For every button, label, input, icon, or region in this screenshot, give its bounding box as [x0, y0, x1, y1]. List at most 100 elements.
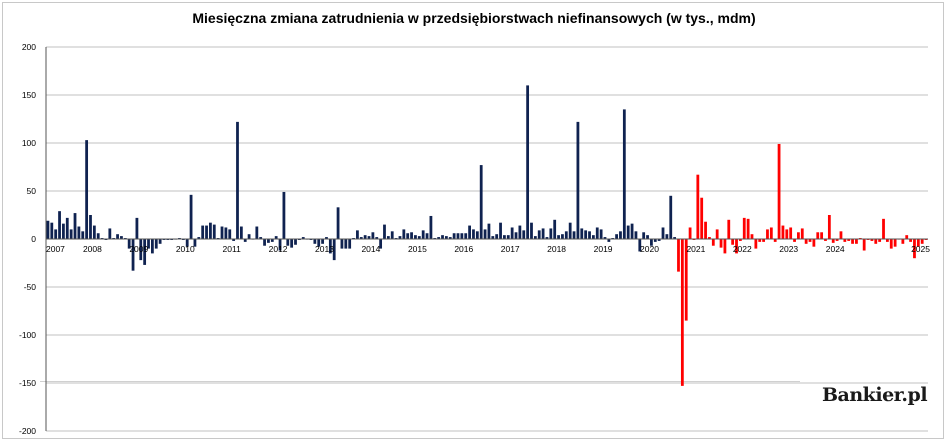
- x-tick-label: 2018: [547, 244, 566, 254]
- data-bar: [905, 235, 909, 239]
- data-bar: [638, 239, 642, 252]
- data-bar: [483, 229, 487, 239]
- data-bar: [468, 225, 471, 239]
- data-bar: [139, 239, 143, 261]
- data-bar: [464, 233, 468, 239]
- data-bar: [510, 227, 514, 239]
- data-bar: [723, 239, 727, 254]
- data-bar: [120, 236, 123, 239]
- data-bar: [201, 225, 205, 239]
- data-bar: [862, 239, 866, 251]
- bars: [46, 85, 928, 386]
- data-bar: [518, 225, 522, 239]
- data-bar: [619, 231, 622, 239]
- y-tick-label: 200: [22, 42, 36, 52]
- data-bar: [808, 239, 812, 242]
- data-bar: [804, 239, 808, 244]
- data-bar: [62, 223, 65, 239]
- data-bar: [561, 234, 564, 239]
- data-bar: [789, 227, 793, 239]
- data-bar: [711, 239, 715, 246]
- data-bar: [746, 218, 750, 239]
- data-bar: [421, 230, 425, 239]
- data-bar: [816, 232, 820, 239]
- data-bar: [673, 237, 677, 239]
- x-tick-label: 2024: [826, 244, 845, 254]
- data-bar: [773, 239, 777, 242]
- x-tick-label: 2010: [176, 244, 195, 254]
- x-tick-label: 2012: [269, 244, 288, 254]
- data-bar: [89, 215, 92, 239]
- y-tick-label: 150: [22, 90, 36, 100]
- x-tick-label: 2011: [223, 244, 242, 254]
- y-tick-label: 50: [27, 186, 37, 196]
- data-bar: [661, 227, 665, 239]
- data-bar: [874, 239, 878, 244]
- data-bar: [294, 239, 297, 245]
- data-bar: [530, 222, 533, 239]
- data-bar: [870, 239, 874, 241]
- chart-title: Miesięczna zmiana zatrudnienia w przedsi…: [192, 10, 756, 26]
- data-bar: [769, 227, 773, 239]
- data-bar: [793, 239, 796, 242]
- data-bar: [410, 232, 413, 239]
- data-bar: [472, 229, 475, 239]
- x-tick-label: 2015: [408, 244, 427, 254]
- data-bar: [274, 236, 278, 239]
- data-bar: [735, 239, 738, 254]
- data-bar: [831, 239, 835, 243]
- data-bar: [417, 236, 421, 239]
- data-bar: [653, 239, 657, 242]
- x-tick-label: 2025: [911, 244, 930, 254]
- data-bar: [622, 109, 626, 240]
- y-tick-label: -100: [19, 330, 36, 340]
- data-bar: [580, 228, 584, 239]
- data-bar: [444, 236, 448, 239]
- data-bar: [363, 235, 367, 239]
- data-bar: [913, 239, 916, 259]
- data-bar: [456, 233, 460, 239]
- data-bar: [909, 239, 912, 242]
- data-bar: [228, 229, 232, 239]
- data-bar: [549, 228, 553, 239]
- data-bar: [704, 221, 707, 239]
- data-bar: [591, 235, 595, 239]
- data-bar: [425, 233, 429, 239]
- data-bar: [390, 231, 394, 239]
- x-tick-label: 2008: [83, 244, 102, 254]
- data-bar: [441, 235, 444, 239]
- data-bar: [835, 239, 839, 241]
- data-bar: [340, 239, 344, 249]
- data-bar: [69, 229, 73, 239]
- data-bar: [263, 239, 266, 246]
- data-bar: [777, 143, 781, 239]
- data-bar: [379, 239, 383, 249]
- data-bar: [50, 222, 54, 239]
- data-bar: [236, 121, 239, 239]
- data-bar: [688, 227, 692, 239]
- data-bar: [143, 239, 147, 265]
- data-bar: [522, 230, 526, 239]
- data-bar: [669, 195, 673, 239]
- data-bar: [328, 239, 332, 254]
- data-bar: [386, 236, 390, 239]
- data-bar: [715, 229, 719, 239]
- data-bar: [356, 230, 359, 239]
- data-bar: [398, 236, 402, 239]
- data-bar: [882, 218, 885, 239]
- data-bar: [731, 239, 735, 245]
- data-bar: [224, 227, 228, 239]
- data-bar: [557, 235, 560, 239]
- data-bar: [766, 229, 769, 239]
- data-bar: [58, 211, 61, 239]
- data-bar: [630, 223, 634, 239]
- data-bar: [843, 239, 847, 242]
- data-bar: [677, 239, 680, 272]
- data-bar: [568, 222, 572, 239]
- data-bar: [615, 234, 618, 239]
- x-tick-labels: 2007 2008 2009 2010 2011 2012 2013 2014 2015 2016…: [46, 244, 930, 254]
- data-bar: [893, 239, 897, 247]
- data-bar: [700, 197, 704, 239]
- data-bar: [650, 239, 653, 246]
- data-bar: [607, 239, 611, 242]
